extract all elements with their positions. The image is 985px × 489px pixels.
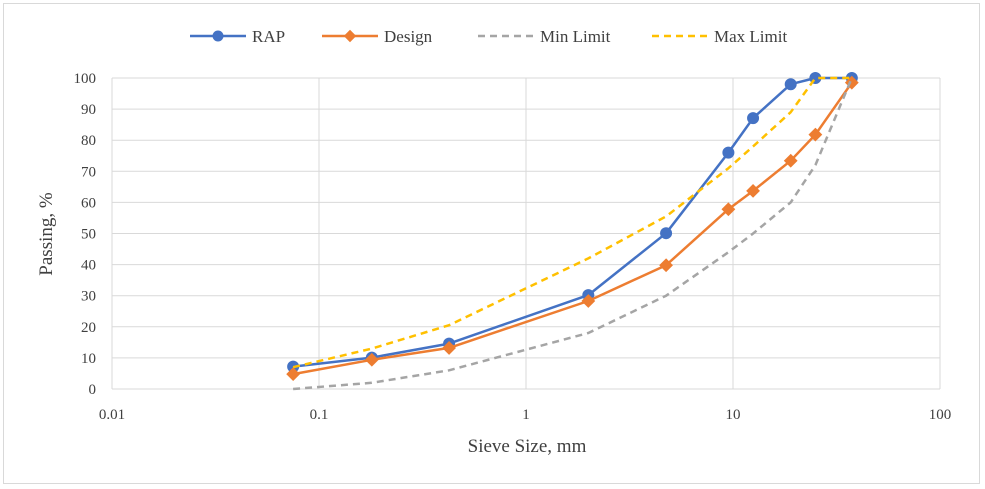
data-point-design <box>286 367 301 381</box>
series-design <box>286 75 859 381</box>
y-tick-label: 10 <box>81 351 96 367</box>
legend-label: Max Limit <box>714 27 787 46</box>
x-tick-labels: 0.01 0.1 1 10 100 <box>99 407 951 423</box>
x-axis-title: Sieve Size, mm <box>468 436 587 457</box>
y-tick-labels: 0 10 20 30 40 50 60 70 80 90 100 <box>74 71 97 398</box>
x-tick-label: 10 <box>726 407 741 423</box>
data-point-design <box>442 341 456 355</box>
grid-lines <box>111 77 941 390</box>
data-point-design <box>808 127 823 142</box>
x-tick-label: 1 <box>522 407 530 423</box>
legend-marker <box>343 29 357 43</box>
data-point-design <box>659 258 673 273</box>
data-point-design <box>364 352 379 367</box>
legend-label: Min Limit <box>540 27 611 46</box>
data-point-rap <box>747 112 760 125</box>
legend-marker <box>212 30 224 42</box>
series-line-min-limit <box>293 77 853 391</box>
legend-item-design: Design <box>322 27 433 46</box>
x-tick-label: 100 <box>929 407 952 423</box>
x-tick-label: 0.01 <box>99 407 125 423</box>
series-line-design <box>292 81 853 376</box>
data-point-design <box>581 294 596 308</box>
legend-label: Design <box>384 27 433 46</box>
legend-label: RAP <box>252 27 285 46</box>
y-tick-label: 70 <box>81 164 96 180</box>
y-tick-label: 60 <box>81 195 96 211</box>
y-tick-label: 90 <box>81 102 96 118</box>
data-point-rap <box>660 227 673 240</box>
legend-item-min-limit: Min Limit <box>478 27 611 46</box>
data-point-rap <box>722 146 735 159</box>
y-tick-label: 20 <box>81 320 96 336</box>
data-point-rap <box>784 78 797 91</box>
y-tick-label: 30 <box>81 289 96 305</box>
data-point-design <box>783 153 798 168</box>
legend-item-max-limit: Max Limit <box>652 27 787 46</box>
legend: RAP Design Min Limit Max Limit <box>190 27 787 46</box>
series-min-limit <box>293 77 853 391</box>
data-point-design <box>721 202 736 217</box>
series-line-max-limit <box>292 76 852 369</box>
y-tick-label: 80 <box>81 133 96 149</box>
y-tick-label: 0 <box>89 382 97 398</box>
y-tick-label: 100 <box>74 71 97 87</box>
legend-item-rap: RAP <box>190 27 285 46</box>
y-tick-label: 50 <box>81 227 96 243</box>
x-tick-label: 0.1 <box>310 407 329 423</box>
y-tick-label: 40 <box>81 258 96 274</box>
data-point-design <box>746 183 760 198</box>
series-line-rap <box>292 76 852 368</box>
series-layer <box>286 72 859 391</box>
series-max-limit <box>292 76 852 369</box>
y-axis-title: Passing, % <box>36 192 57 276</box>
